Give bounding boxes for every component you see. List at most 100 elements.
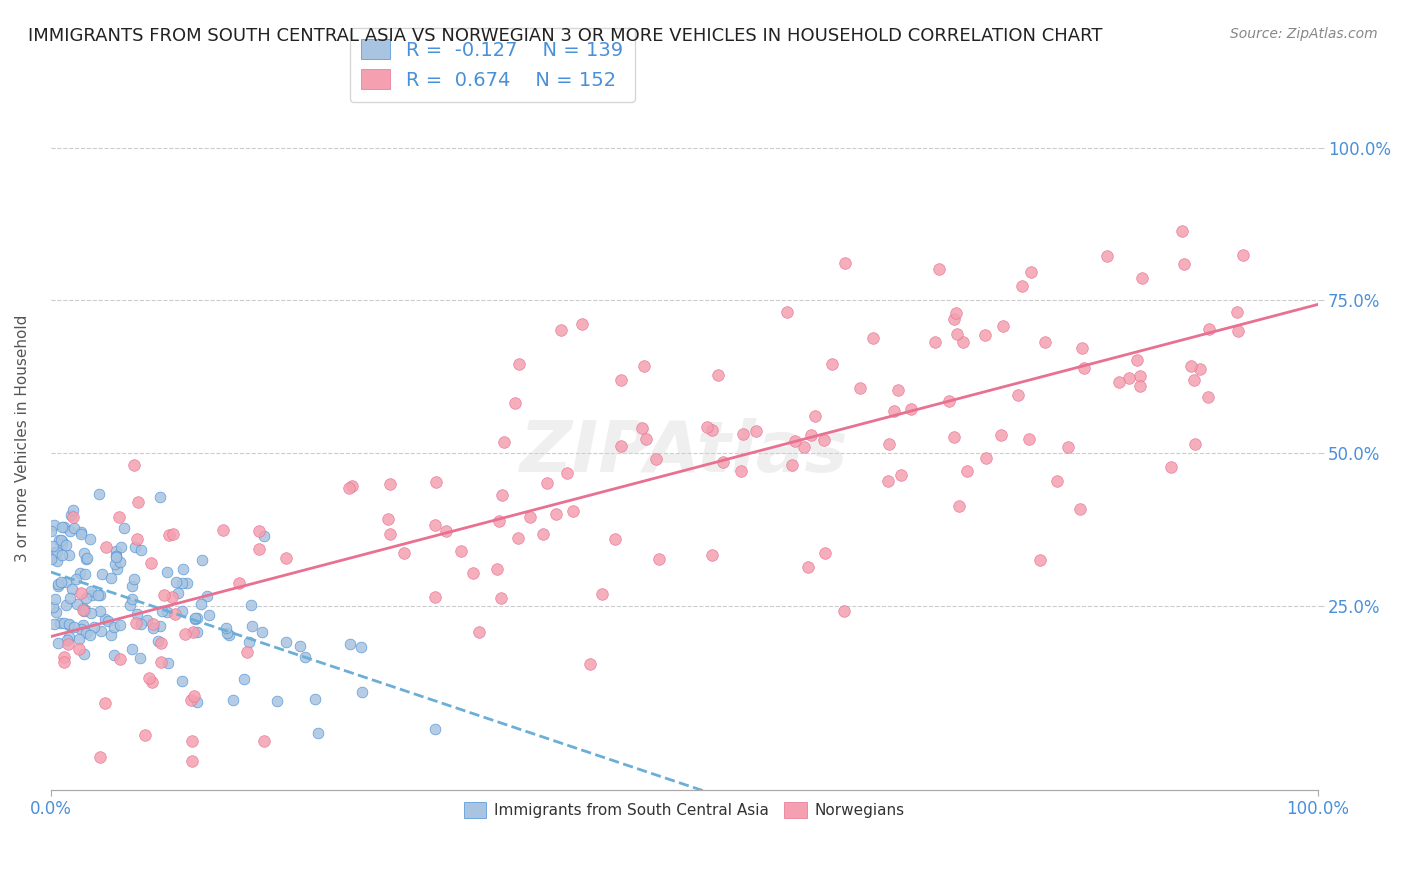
Point [821,358,844,372]
Point [87,487,110,501]
Point [423,722,446,736]
Point [550,323,572,337]
Point [603,532,626,546]
Point [42,539,65,553]
Point [377,512,399,526]
Point [700,423,723,437]
Point [180,693,202,707]
Point [492,434,515,449]
Point [1035,335,1057,350]
Point [72,601,94,615]
Point [350,685,373,699]
Point [349,640,371,655]
Point [86,588,108,602]
Point [94,612,117,626]
Point [266,694,288,708]
Point [180,754,202,768]
Point [952,334,974,349]
Point [236,645,259,659]
Point [186,695,208,709]
Point [506,531,529,545]
Point [1056,440,1078,454]
Point [83,620,105,634]
Point [1095,249,1118,263]
Point [75,566,97,581]
Point [157,528,180,542]
Point [938,394,960,409]
Point [730,464,752,478]
Point [172,562,194,576]
Point [45,605,67,619]
Point [55,575,77,590]
Point [148,634,170,648]
Point [53,616,76,631]
Point [149,491,172,505]
Point [67,632,90,646]
Point [75,552,97,566]
Point [849,381,872,395]
Point [776,305,799,319]
Point [561,504,583,518]
Point [51,574,73,589]
Point [184,611,207,625]
Point [49,615,72,630]
Point [645,452,668,467]
Point [783,434,806,449]
Point [1130,271,1153,285]
Point [294,649,316,664]
Point [378,477,401,491]
Point [42,517,65,532]
Point [46,636,69,650]
Point [142,621,165,635]
Point [222,693,245,707]
Point [183,611,205,625]
Point [41,524,63,538]
Point [173,627,195,641]
Point [233,672,256,686]
Point [218,628,240,642]
Point [212,523,235,537]
Point [127,607,149,621]
Point [104,549,127,564]
Point [51,548,73,562]
Point [104,557,127,571]
Point [990,428,1012,442]
Point [191,553,214,567]
Point [79,533,101,547]
Point [73,546,96,560]
Point [62,620,84,634]
Point [127,495,149,509]
Point [124,458,146,472]
Point [75,591,97,606]
Point [1070,341,1092,355]
Point [745,424,768,438]
Point [166,586,188,600]
Point [190,597,212,611]
Point [104,543,127,558]
Point [571,318,593,332]
Point [56,637,79,651]
Point [924,334,946,349]
Point [804,409,827,424]
Point [170,674,193,689]
Point [94,696,117,710]
Point [468,625,491,640]
Point [463,566,485,580]
Point [1160,460,1182,475]
Point [239,598,262,612]
Point [544,507,567,521]
Point [780,458,803,472]
Point [51,536,73,550]
Text: Source: ZipAtlas.com: Source: ZipAtlas.com [1230,27,1378,41]
Point [41,552,63,566]
Point [181,733,204,747]
Point [186,611,208,625]
Point [948,500,970,514]
Point [165,574,187,589]
Point [1180,359,1202,373]
Point [886,383,908,397]
Point [105,549,128,564]
Point [800,427,823,442]
Point [943,430,966,444]
Point [307,726,329,740]
